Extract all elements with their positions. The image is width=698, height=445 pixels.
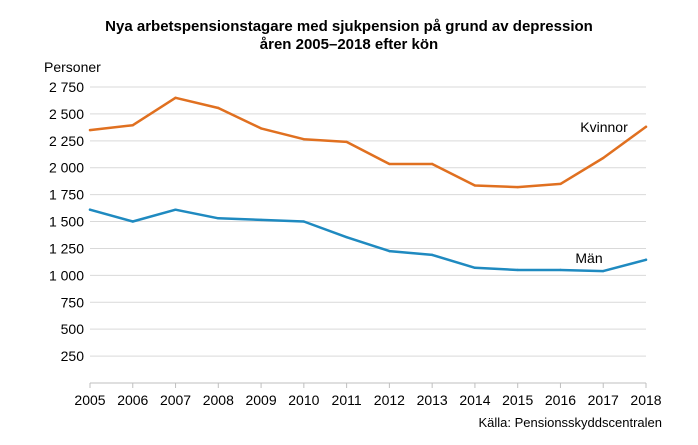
x-tick-label: 2005 (74, 392, 105, 408)
y-tick-label: 250 (61, 348, 85, 364)
x-tick-label: 2012 (374, 392, 405, 408)
x-tick-label: 2007 (160, 392, 191, 408)
data-point (131, 220, 134, 223)
x-tick-label: 2017 (588, 392, 619, 408)
x-tick-label: 2018 (630, 392, 661, 408)
data-point (388, 162, 391, 166)
data-point (602, 156, 605, 160)
y-tick-label: 1 750 (49, 187, 84, 203)
data-point (644, 125, 648, 129)
data-point (559, 268, 562, 272)
y-tick-label: 2 000 (49, 160, 84, 176)
y-tick-label: 1 500 (49, 214, 84, 230)
data-point (430, 162, 434, 166)
data-point (302, 138, 306, 141)
data-point (259, 218, 263, 222)
source-note: Källa: Pensionsskyddscentralen (478, 415, 662, 430)
data-point (259, 127, 263, 130)
series-label-kvinnor: Kvinnor (580, 119, 628, 135)
y-tick-label: 2 750 (49, 79, 84, 95)
data-point (516, 268, 519, 272)
x-tick-label: 2014 (459, 392, 490, 408)
x-tick-label: 2015 (502, 392, 533, 408)
data-point (345, 235, 348, 239)
data-point (473, 266, 477, 270)
x-tick-label: 2010 (288, 392, 319, 408)
data-point (559, 182, 562, 186)
y-tick-label: 750 (61, 294, 85, 310)
data-point (88, 208, 92, 211)
data-point (88, 128, 92, 132)
data-point (174, 96, 177, 99)
y-tick-label: 2 250 (49, 133, 84, 149)
y-tick-label: 500 (61, 321, 85, 337)
data-point (302, 220, 306, 223)
data-point (516, 185, 519, 189)
data-point (217, 217, 220, 220)
y-tick-label: 1 250 (49, 240, 84, 256)
y-axis-unit-label: Personer (44, 59, 101, 75)
x-tick-label: 2016 (545, 392, 576, 408)
series-line-man (88, 208, 648, 273)
data-point (217, 106, 220, 110)
data-point (644, 258, 648, 261)
data-point (388, 249, 391, 253)
data-point (345, 140, 348, 144)
series-label-man: Män (575, 250, 602, 266)
data-point (430, 253, 434, 257)
x-tick-label: 2008 (203, 392, 234, 408)
chart-title: Nya arbetspensionstagare med sjukpension… (0, 18, 698, 54)
chart-title-line-1: Nya arbetspensionstagare med sjukpension… (105, 18, 593, 35)
data-point (131, 124, 134, 127)
x-tick-label: 2009 (245, 392, 276, 408)
x-tick-label: 2011 (332, 392, 362, 408)
series-line-kvinnor (88, 96, 648, 189)
x-tick-label: 2013 (417, 392, 448, 408)
data-point (602, 269, 605, 273)
data-point (174, 208, 177, 211)
y-tick-label: 1 000 (49, 267, 84, 283)
x-tick-label: 2006 (117, 392, 148, 408)
chart-title-line-2: åren 2005–2018 efter kön (259, 36, 439, 53)
y-tick-label: 2 500 (49, 106, 84, 122)
data-point (473, 184, 477, 187)
